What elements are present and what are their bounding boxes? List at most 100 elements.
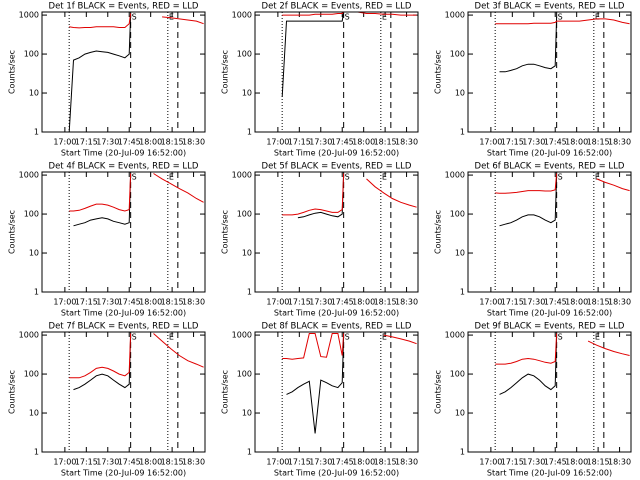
plot-frame [467,331,632,453]
x-tick-label: 18:30 [608,458,631,467]
x-tick-label: 18:15 [374,458,397,467]
annotation: S [558,13,563,22]
x-tick-label: 17:30 [96,298,119,307]
y-axis-label: Counts/sec [8,370,17,414]
y-axis-label: Counts/sec [434,50,443,94]
x-tick-label: 18:00 [139,298,162,307]
annotation: S [345,13,350,22]
x-tick-label: 17:15 [288,138,311,147]
y-tick-label: 10 [242,409,252,418]
chart-title: Det 5f BLACK = Events, RED = LLD [262,162,412,172]
data-line [495,333,630,365]
annotation: E [169,333,174,342]
x-tick-label: 17:15 [288,298,311,307]
data-line [281,12,345,97]
y-tick-label: 1 [247,288,252,297]
annotation: S [132,333,137,342]
chart-title: Det 2f BLACK = Events, RED = LLD [262,2,412,12]
annotation: S [345,173,350,182]
annotation: S [345,333,350,342]
x-tick-label: 17:00 [479,138,502,147]
x-tick-label: 18:00 [565,298,588,307]
panel: Det 1f BLACK = Events, RED = LLD Start Ti… [8,2,206,158]
x-tick-label: 17:30 [309,458,332,467]
x-tick-label: 18:00 [139,138,162,147]
x-tick-label: 18:15 [161,138,184,147]
x-tick-label: 17:00 [266,138,289,147]
annotation: E [169,13,174,22]
y-tick-label: 1000 [445,11,465,20]
panel: Det 5f BLACK = Events, RED = LLD Start Ti… [221,162,419,318]
data-line [69,13,204,29]
y-tick-label: 1 [460,128,465,137]
x-axis-label: Start Time (20-Jul-09 16:52:00) [61,469,186,478]
x-tick-label: 17:00 [479,298,502,307]
x-tick-label: 17:45 [331,138,354,147]
y-tick-label: 1 [247,128,252,137]
x-axis-label: Start Time (20-Jul-09 16:52:00) [61,149,186,158]
y-axis-label: Counts/sec [434,370,443,414]
data-line [499,176,558,227]
y-tick-label: 1000 [19,331,39,340]
data-line [495,18,630,25]
x-tick-label: 17:15 [75,138,98,147]
y-tick-label: 1000 [19,11,39,20]
plot-frame [41,11,206,133]
annotation: S [558,333,563,342]
x-tick-label: 17:45 [118,138,141,147]
x-tick-label: 17:45 [544,138,567,147]
data-line [286,336,345,434]
x-axis-label: Start Time (20-Jul-09 16:52:00) [487,149,612,158]
y-tick-label: 1 [460,448,465,457]
plot-frame [254,171,419,293]
annotation: E [382,173,387,182]
y-tick-label: 1000 [232,171,252,180]
plot-frame [41,171,206,293]
y-tick-label: 1 [247,448,252,457]
annotation: E [169,173,174,182]
annotation: S [558,173,563,182]
y-tick-label: 10 [455,89,465,98]
data-line [495,173,630,194]
chart-title: Det 8f BLACK = Events, RED = LLD [262,322,412,332]
x-tick-label: 18:15 [161,458,184,467]
panel: Det 8f BLACK = Events, RED = LLD Start Ti… [221,322,419,478]
x-tick-label: 17:45 [331,458,354,467]
data-line [499,336,558,395]
x-tick-label: 17:30 [96,458,119,467]
data-line [282,12,417,16]
chart-title: Det 9f BLACK = Events, RED = LLD [475,322,625,332]
y-tick-label: 10 [29,249,39,258]
data-line [68,15,132,132]
x-tick-label: 18:15 [587,458,610,467]
y-axis-label: Counts/sec [221,210,230,254]
y-axis-label: Counts/sec [221,370,230,414]
annotation: E [382,333,387,342]
x-tick-label: 17:30 [96,138,119,147]
x-tick-label: 17:30 [309,138,332,147]
x-axis-label: Start Time (20-Jul-09 16:52:00) [274,469,399,478]
panel: Det 7f BLACK = Events, RED = LLD Start Ti… [8,322,206,478]
annotation: E [595,333,600,342]
x-tick-label: 17:45 [118,458,141,467]
data-line [73,175,132,227]
x-tick-label: 17:15 [501,298,524,307]
x-axis-label: Start Time (20-Jul-09 16:52:00) [487,469,612,478]
x-tick-label: 17:30 [522,298,545,307]
x-tick-label: 18:15 [374,298,397,307]
chart-title: Det 3f BLACK = Events, RED = LLD [475,2,625,12]
chart-title: Det 4f BLACK = Events, RED = LLD [49,162,199,172]
panel: Det 6f BLACK = Events, RED = LLD Start Ti… [434,162,632,318]
x-axis-label: Start Time (20-Jul-09 16:52:00) [61,309,186,318]
x-tick-label: 17:30 [309,298,332,307]
x-tick-label: 17:15 [501,458,524,467]
y-tick-label: 100 [24,370,39,379]
x-tick-label: 18:00 [565,138,588,147]
y-axis-label: Counts/sec [8,50,17,94]
x-tick-label: 18:00 [352,138,375,147]
x-tick-label: 18:30 [608,298,631,307]
x-tick-label: 17:00 [266,458,289,467]
chart-title: Det 1f BLACK = Events, RED = LLD [49,2,199,12]
x-tick-label: 17:15 [288,458,311,467]
y-tick-label: 100 [24,50,39,59]
